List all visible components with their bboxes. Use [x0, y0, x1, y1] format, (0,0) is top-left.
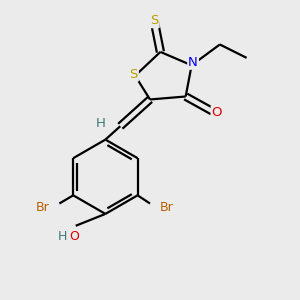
Text: H: H — [96, 117, 106, 130]
Text: S: S — [130, 68, 138, 81]
Text: S: S — [150, 14, 159, 27]
Text: Br: Br — [36, 202, 50, 214]
Text: N: N — [188, 56, 198, 69]
Text: Br: Br — [160, 202, 173, 214]
Text: O: O — [212, 106, 222, 119]
Text: O: O — [69, 230, 79, 243]
Text: H: H — [58, 230, 67, 243]
